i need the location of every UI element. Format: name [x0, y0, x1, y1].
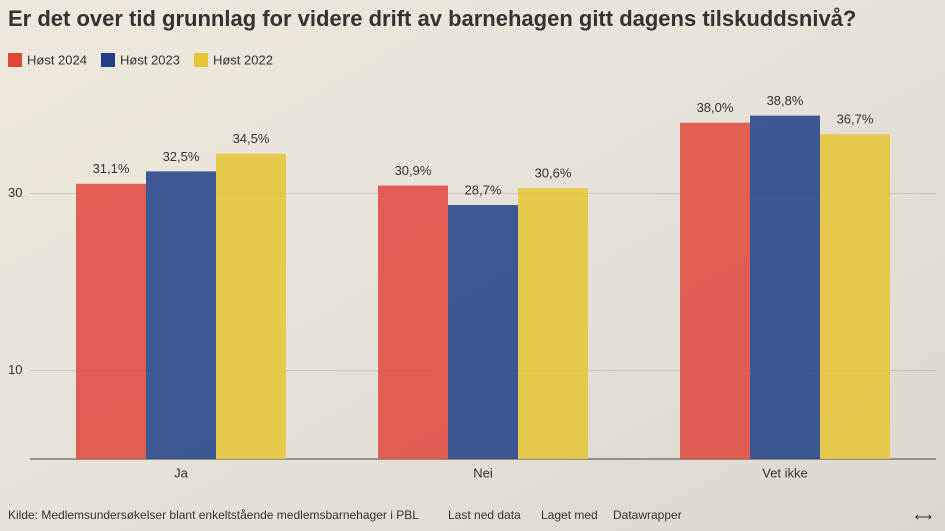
value-label: 28,7% [465, 182, 502, 197]
bar [448, 205, 518, 459]
legend: Høst 2024 Høst 2023 Høst 2022 [8, 52, 273, 67]
footer-source: Kilde: Medlemsundersøkelser blant enkelt… [8, 508, 419, 522]
legend-label: Høst 2022 [213, 52, 273, 67]
bar [750, 115, 820, 460]
legend-swatch [100, 53, 115, 67]
value-label: 30,9% [395, 163, 432, 178]
value-label: 32,5% [163, 149, 200, 164]
footer-tool[interactable]: Datawrapper [613, 508, 682, 522]
x-tick-label: Ja [174, 465, 189, 480]
y-tick-label: 10 [8, 362, 22, 377]
x-tick-label: Nei [473, 465, 493, 480]
chart-title: Er det over tid grunnlag for videre drif… [8, 6, 856, 31]
value-label: 34,5% [233, 131, 270, 146]
value-label: 38,0% [697, 100, 734, 115]
value-label: 38,8% [767, 93, 804, 108]
footer-made-with: Laget med [541, 508, 598, 522]
legend-swatch [8, 53, 22, 67]
bar [216, 153, 286, 460]
footer-download[interactable]: Last ned data [448, 508, 521, 522]
legend-label: Høst 2024 [27, 52, 87, 67]
bar [680, 122, 750, 459]
x-tick-label: Vet ikke [762, 465, 808, 480]
bar [76, 183, 146, 459]
bar [146, 171, 216, 459]
value-label: 31,1% [93, 161, 130, 176]
bar [378, 185, 448, 459]
legend-label: Høst 2023 [120, 52, 180, 67]
value-label: 30,6% [535, 166, 572, 181]
bar [518, 188, 588, 459]
y-tick-label: 30 [8, 185, 22, 200]
fullscreen-icon[interactable]: ⟷ [915, 510, 932, 524]
value-label: 36,7% [837, 112, 874, 127]
bar [820, 134, 890, 459]
legend-swatch [193, 53, 208, 67]
